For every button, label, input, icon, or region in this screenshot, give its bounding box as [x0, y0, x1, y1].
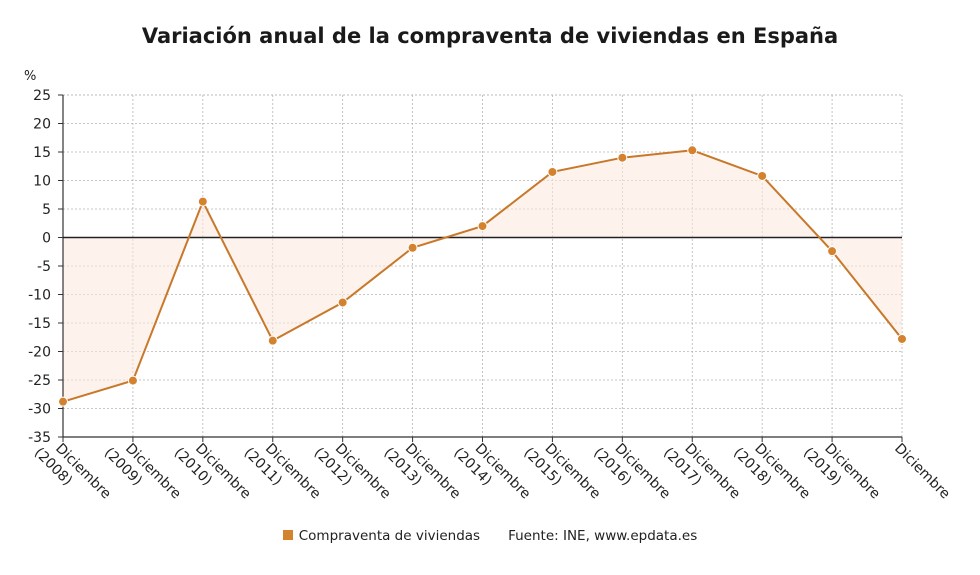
grid [62, 94, 903, 438]
x-tick-label: Diciembre(2012) [311, 432, 394, 515]
data-point [197, 196, 208, 207]
y-tick-label: -20 [28, 345, 51, 361]
x-tick-label: Diciembre(2019) [800, 432, 883, 515]
x-tick-label: Diciembre [891, 441, 953, 503]
y-tick-label: -5 [37, 259, 51, 275]
x-tick-label: Diciembre(2014) [450, 432, 533, 515]
legend-series-label: Compraventa de viviendas [298, 528, 481, 544]
y-tick-label: -10 [28, 288, 51, 304]
y-tick-label: 5 [42, 202, 51, 218]
y-tick-label: -15 [28, 316, 51, 332]
x-tick-label: Diciembre(2011) [241, 432, 324, 515]
data-point [617, 152, 628, 163]
data-point [827, 246, 838, 257]
y-tick-label: 25 [33, 88, 51, 104]
y-tick-label: 20 [33, 117, 51, 133]
legend: Compraventa de viviendas Fuente: INE, www… [0, 528, 980, 544]
x-tick-label: Diciembre(2018) [730, 432, 813, 515]
y-tick-label: -25 [28, 373, 51, 389]
y-tick-label: 15 [33, 145, 51, 161]
y-tick-label: 10 [33, 174, 51, 190]
x-tick-label: Diciembre(2015) [520, 432, 603, 515]
x-tick-label: Diciembre(2013) [381, 432, 464, 515]
y-tick-label: -30 [28, 402, 51, 418]
data-points [58, 145, 907, 407]
x-tick-label: Diciembre(2017) [660, 432, 743, 515]
data-point [687, 145, 698, 156]
data-point [477, 221, 488, 232]
y-tick-label: 0 [42, 231, 51, 247]
data-point [547, 166, 558, 177]
line-chart: 25 20 15 10 5 0 -5 -10 -15 -20 -25 -30 -35% Diciembre… [24, 69, 953, 515]
data-point [127, 375, 138, 386]
y-axis-unit-label: % [24, 69, 36, 84]
x-tick-label: Diciembre(2016) [590, 432, 673, 515]
data-point [757, 170, 768, 181]
x-tick-label: Diciembre(2010) [171, 432, 254, 515]
data-point [407, 242, 418, 253]
chart-title: Variación anual de la compraventa de viv… [141, 24, 839, 48]
data-point [267, 335, 278, 346]
axes [58, 94, 903, 442]
x-tick-label: Diciembre(2009) [101, 432, 184, 515]
legend-swatch [282, 530, 293, 540]
data-point [337, 297, 348, 308]
source-label: Fuente: INE, www.epdata.es [508, 528, 698, 544]
data-point [897, 333, 907, 344]
y-tick-label: -35 [28, 430, 51, 446]
data-point [58, 396, 68, 407]
